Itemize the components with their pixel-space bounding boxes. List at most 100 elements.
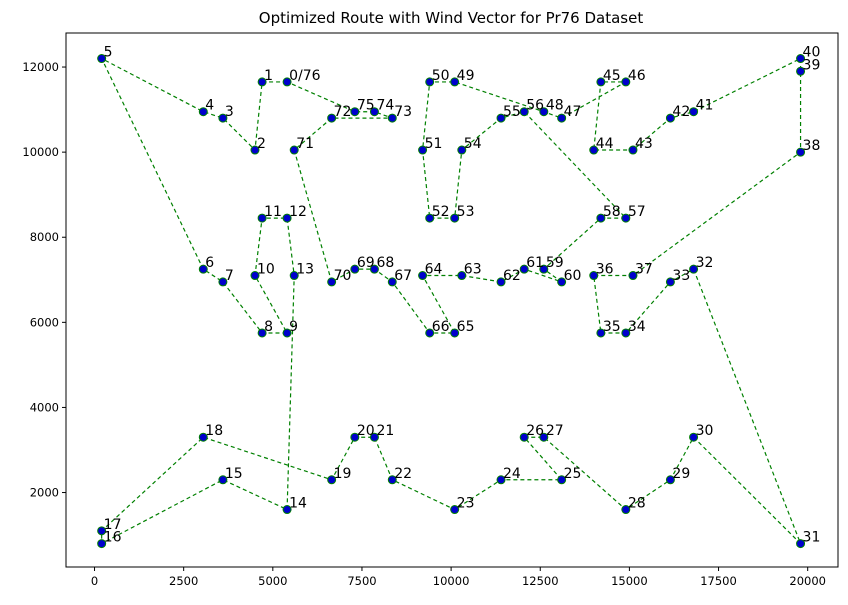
route-point xyxy=(327,113,337,123)
route-point xyxy=(387,277,397,287)
point-label: 12 xyxy=(289,204,307,220)
point-label: 47 xyxy=(564,104,582,120)
point-label: 60 xyxy=(564,268,582,284)
point-label: 75 xyxy=(357,98,375,114)
point-label: 28 xyxy=(628,496,646,512)
point-label: 46 xyxy=(628,68,646,84)
route-point xyxy=(796,54,806,64)
point-label: 72 xyxy=(334,104,352,120)
point-label: 51 xyxy=(425,136,443,152)
y-tick-label: 12000 xyxy=(22,60,59,74)
y-tick-label: 4000 xyxy=(30,400,59,414)
route-point xyxy=(289,271,299,281)
point-label: 36 xyxy=(596,262,614,278)
route-point xyxy=(621,328,631,338)
point-label: 68 xyxy=(376,255,394,271)
point-label: 66 xyxy=(432,319,450,335)
route-point xyxy=(257,328,267,338)
route-point xyxy=(289,145,299,155)
point-label: 0/76 xyxy=(289,68,321,84)
route-point xyxy=(282,213,292,223)
y-tick-label: 10000 xyxy=(22,145,59,159)
point-label: 59 xyxy=(546,255,564,271)
route-point xyxy=(621,505,631,515)
point-label: 74 xyxy=(376,98,394,114)
route-point xyxy=(496,277,506,287)
route-point xyxy=(282,505,292,515)
point-label: 29 xyxy=(672,466,690,482)
route-point xyxy=(689,107,699,117)
route-point xyxy=(97,54,107,64)
point-label: 7 xyxy=(225,268,234,284)
route-point xyxy=(596,328,606,338)
route-point xyxy=(250,271,260,281)
route-point xyxy=(198,432,208,442)
point-label: 61 xyxy=(526,255,544,271)
point-label: 73 xyxy=(394,104,412,120)
route-point xyxy=(425,77,435,87)
point-label: 16 xyxy=(104,530,122,546)
point-label: 39 xyxy=(803,57,821,73)
point-label: 5 xyxy=(104,45,113,61)
route-point xyxy=(557,113,567,123)
point-label: 57 xyxy=(628,204,646,220)
point-label: 48 xyxy=(546,98,564,114)
point-label: 25 xyxy=(564,466,582,482)
route-point xyxy=(689,264,699,274)
point-label: 21 xyxy=(376,423,394,439)
point-label: 17 xyxy=(104,517,122,533)
route-point xyxy=(327,277,337,287)
axis-ticks: 0 2500 5000 7500 10000 12500 15000 17500 2000020… xyxy=(22,60,826,588)
route-point xyxy=(596,213,606,223)
x-tick-label: 2500 xyxy=(169,574,198,588)
point-label: 3 xyxy=(225,104,234,120)
chart-title: Optimized Route with Wind Vector for Pr7… xyxy=(259,9,644,27)
route-point xyxy=(628,145,638,155)
point-label: 49 xyxy=(457,68,475,84)
point-label: 63 xyxy=(464,262,482,278)
point-label: 10 xyxy=(257,262,275,278)
point-label: 45 xyxy=(603,68,621,84)
route-point xyxy=(621,77,631,87)
point-label: 58 xyxy=(603,204,621,220)
point-label: 20 xyxy=(357,423,375,439)
point-label: 52 xyxy=(432,204,450,220)
point-label: 44 xyxy=(596,136,614,152)
route-point xyxy=(539,264,549,274)
route-point xyxy=(519,107,529,117)
route-point xyxy=(387,475,397,485)
point-label: 23 xyxy=(457,496,475,512)
point-label: 26 xyxy=(526,423,544,439)
point-label: 34 xyxy=(628,319,646,335)
point-label: 33 xyxy=(672,268,690,284)
point-label: 32 xyxy=(696,255,714,271)
route-point xyxy=(539,432,549,442)
y-tick-label: 2000 xyxy=(30,486,59,500)
route-point xyxy=(589,145,599,155)
y-tick-label: 6000 xyxy=(30,315,59,329)
route-point xyxy=(257,213,267,223)
point-label: 37 xyxy=(635,262,653,278)
route-point xyxy=(496,113,506,123)
x-tick-label: 0 xyxy=(91,574,98,588)
point-label: 38 xyxy=(803,138,821,154)
point-label: 19 xyxy=(334,466,352,482)
route-layer xyxy=(100,57,802,545)
route-point xyxy=(350,432,360,442)
route-point xyxy=(350,264,360,274)
point-label: 40 xyxy=(803,45,821,61)
route-point xyxy=(97,526,107,536)
route-point xyxy=(218,277,228,287)
route-point xyxy=(796,147,806,157)
route-point xyxy=(218,475,228,485)
route-point xyxy=(282,328,292,338)
route-point xyxy=(387,113,397,123)
route-point xyxy=(689,432,699,442)
route-point xyxy=(369,107,379,117)
route-point xyxy=(250,145,260,155)
x-tick-label: 12500 xyxy=(522,574,559,588)
point-label: 9 xyxy=(289,319,298,335)
route-point xyxy=(425,328,435,338)
route-point xyxy=(369,264,379,274)
